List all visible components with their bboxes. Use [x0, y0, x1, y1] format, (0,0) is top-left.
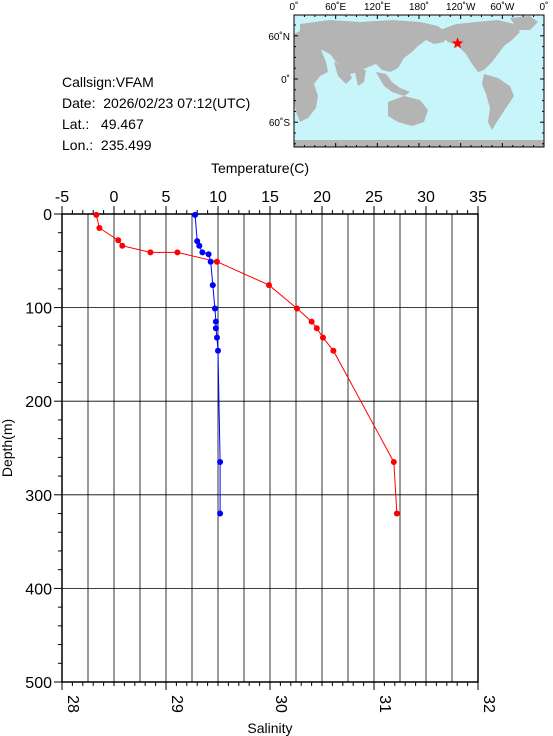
callsign-label: Callsign:VFAM — [62, 74, 154, 90]
temperature-tick-label: 20 — [313, 189, 331, 206]
temperature-point — [115, 237, 122, 244]
map-longitude-label: 120˚E — [364, 1, 391, 13]
salinity-axis: 28 29 30 31 32 — [61, 682, 497, 713]
data-series — [93, 211, 400, 517]
temperature-series — [93, 211, 400, 517]
temperature-point — [294, 305, 300, 312]
map-longitude-label: 0˚ — [540, 1, 549, 13]
longitude-label: Lon.: 235.499 — [62, 137, 152, 153]
map-land — [294, 16, 544, 147]
temperature-point — [390, 459, 397, 465]
depth-tick-label: 300 — [25, 488, 52, 505]
map-latitude-label: 60˚N — [268, 31, 290, 43]
temperature-point — [174, 249, 181, 256]
salinity-point — [217, 510, 224, 517]
salinity-point — [194, 238, 201, 245]
depth-tick-label: 100 — [25, 301, 52, 318]
land-india — [354, 68, 366, 86]
temperature-tick-label: 0 — [110, 189, 119, 206]
temperature-point — [147, 249, 154, 256]
depth-axis-label: Depth(m) — [0, 419, 15, 477]
depth-tick-label: 500 — [25, 675, 52, 692]
temperature-line — [95, 214, 398, 514]
latitude-label: Lat.: 49.467 — [62, 116, 144, 132]
temperature-axis: -5 0 5 10 15 20 25 30 35 — [55, 189, 487, 214]
salinity-point — [217, 459, 224, 465]
temperature-point — [393, 510, 400, 517]
depth-tick-label: 200 — [25, 394, 52, 411]
map-longitude-label: 60˚E — [325, 1, 346, 13]
salinity-point — [207, 258, 214, 265]
temperature-point — [313, 325, 320, 332]
temperature-point — [214, 258, 220, 265]
salinity-point — [199, 249, 206, 256]
map-latitude-label: 0˚ — [281, 74, 290, 86]
salinity-axis-label: Salinity — [247, 720, 292, 736]
map-tick-marks — [293, 15, 545, 147]
salinity-point — [212, 325, 219, 332]
temperature-tick-label: 10 — [209, 189, 227, 206]
temperature-tick-label: 25 — [365, 189, 383, 206]
depth-axis: 0 100 200 300 400 500 — [25, 207, 62, 692]
salinity-point — [215, 347, 221, 354]
map-latitude-labels: 60˚N 0˚ 60˚S — [268, 31, 290, 129]
temperature-point — [266, 282, 272, 289]
salinity-point — [205, 251, 212, 258]
salinity-tick-label: 32 — [480, 695, 497, 713]
temperature-point — [320, 334, 326, 341]
land-north-america — [440, 20, 520, 72]
temperature-tick-label: 5 — [162, 189, 171, 206]
map-longitude-labels: 0˚ 60˚E 120˚E 180˚ 120˚W 60˚W 0˚ — [290, 1, 549, 13]
station-star-icon — [451, 37, 464, 49]
map-longitude-label: 60˚W — [490, 1, 514, 13]
salinity-tick-label: 29 — [168, 695, 185, 713]
land-eurasia — [300, 20, 448, 74]
land-arabia-india — [334, 62, 352, 84]
profile-plot: -5 0 5 10 15 20 25 30 35 28 29 30 31 32 010020030040… — [0, 160, 497, 736]
salinity-series — [192, 211, 224, 517]
temperature-point — [119, 242, 126, 249]
salinity-point — [212, 318, 219, 325]
map-longitude-label: 0˚ — [290, 1, 299, 13]
temperature-axis-label: Temperature(C) — [211, 160, 309, 176]
temperature-point — [93, 211, 100, 218]
depth-tick-label: 0 — [43, 207, 52, 224]
salinity-point — [214, 334, 220, 341]
temperature-point — [96, 225, 103, 231]
map-longitude-label: 120˚W — [446, 1, 476, 13]
salinity-tick-label: 31 — [376, 695, 393, 713]
world-map: 0˚ 60˚E 120˚E 180˚ 120˚W 60˚W 0˚ 60˚N 0˚ 60˚S — [268, 1, 549, 148]
land-south-america — [482, 74, 514, 130]
salinity-tick-label: 28 — [64, 695, 81, 713]
land-greenland — [510, 16, 538, 30]
temperature-tick-label: -5 — [55, 189, 69, 206]
map-longitude-label: 180˚ — [409, 1, 429, 13]
temperature-tick-label: 35 — [469, 189, 487, 206]
temperature-point — [330, 347, 337, 354]
station-info: Callsign:VFAM Date: 2026/02/23 07:12(UTC… — [62, 72, 250, 156]
land-africa-europe — [294, 30, 328, 122]
land-se-asia — [376, 72, 410, 96]
station-marker — [451, 37, 464, 49]
salinity-point — [209, 282, 216, 289]
temperature-point — [308, 318, 315, 325]
temperature-tick-label: 30 — [417, 189, 435, 206]
depth-tick-label: 400 — [25, 581, 52, 598]
date-label: Date: 2026/02/23 07:12(UTC) — [62, 95, 251, 111]
temperature-tick-label: 15 — [261, 189, 279, 206]
map-latitude-label: 60˚S — [269, 117, 290, 129]
land-australia — [388, 96, 428, 126]
salinity-tick-label: 30 — [272, 695, 289, 713]
salinity-point — [211, 305, 218, 312]
salinity-point — [196, 242, 203, 249]
salinity-point — [192, 211, 199, 218]
